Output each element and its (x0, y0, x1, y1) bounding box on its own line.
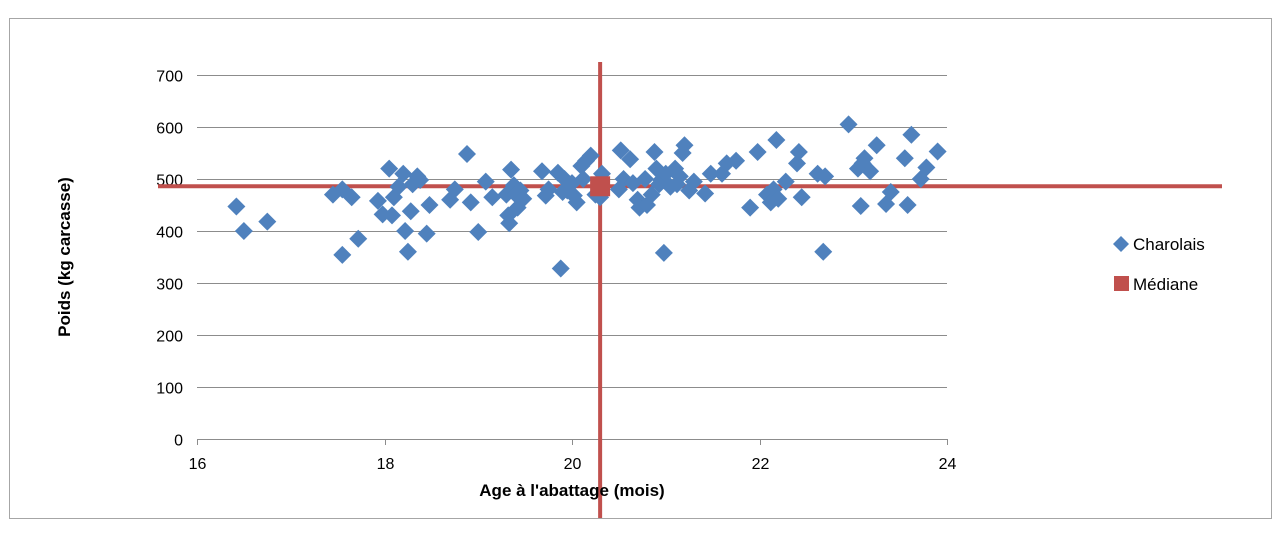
point-charolais-58 (611, 141, 630, 160)
y-tick-label-400: 400 (156, 225, 183, 242)
point-mediane-0 (590, 176, 611, 197)
point-charolais-85 (727, 151, 746, 170)
point-charolais-87 (748, 142, 767, 161)
point-charolais-1 (234, 222, 253, 240)
point-charolais-11 (383, 206, 401, 225)
point-charolais-43 (551, 259, 570, 278)
legend-item-mediane: Médiane (1114, 275, 1198, 294)
legend-item-charolais: Charolais (1113, 235, 1205, 254)
point-charolais-20 (411, 171, 430, 190)
point-charolais-104 (855, 149, 874, 168)
point-charolais-111 (902, 125, 921, 144)
point-charolais-94 (788, 154, 806, 173)
legend-label-charolais: Charolais (1133, 235, 1205, 254)
legend: Charolais Médiane (1113, 235, 1205, 294)
chart-frame (9, 18, 1272, 519)
legend-diamond-icon (1113, 236, 1129, 252)
point-charolais-5 (333, 245, 352, 264)
point-charolais-109 (895, 149, 914, 168)
y-tick-label-300: 300 (156, 277, 183, 294)
point-charolais-10 (380, 159, 399, 178)
point-charolais-102 (851, 197, 870, 216)
point-charolais-53 (581, 146, 600, 165)
y-axis-title: Poids (kg carcasse) (55, 177, 74, 337)
point-charolais-95 (789, 142, 808, 161)
x-tick-labels: 16 18 20 22 24 (189, 456, 957, 473)
point-charolais-14 (394, 164, 413, 183)
x-tick-label-18: 18 (377, 456, 395, 473)
legend-label-mediane: Médiane (1133, 275, 1198, 294)
point-charolais-78 (675, 136, 694, 155)
point-charolais-2 (258, 212, 277, 231)
point-charolais-80 (684, 172, 703, 191)
point-charolais-29 (483, 188, 502, 207)
axes (197, 439, 948, 445)
point-charolais-106 (867, 136, 886, 155)
point-charolais-100 (839, 115, 858, 134)
y-tick-label-200: 200 (156, 329, 183, 346)
point-charolais-51 (574, 170, 593, 188)
y-tick-label-700: 700 (156, 69, 183, 86)
point-charolais-49 (567, 193, 586, 212)
x-tick-label-16: 16 (189, 456, 207, 473)
point-charolais-60 (621, 150, 640, 169)
point-charolais-99 (816, 167, 835, 186)
point-charolais-15 (396, 222, 415, 240)
x-axis-title: Age à l'abattage (mois) (479, 481, 664, 500)
point-charolais-22 (420, 196, 439, 214)
point-charolais-26 (461, 193, 480, 212)
point-charolais-41 (539, 180, 558, 199)
point-charolais-96 (792, 188, 811, 207)
point-charolais-28 (476, 172, 495, 191)
point-charolais-93 (776, 172, 795, 191)
point-charolais-25 (458, 145, 476, 164)
point-charolais-27 (469, 223, 488, 242)
point-charolais-91 (767, 131, 786, 149)
point-charolais-71 (654, 243, 673, 262)
x-tick-label-20: 20 (564, 456, 582, 473)
point-charolais-33 (502, 160, 521, 179)
y-tick-label-0: 0 (174, 433, 183, 450)
point-charolais-105 (861, 162, 880, 181)
y-tick-label-600: 600 (156, 121, 183, 138)
point-charolais-113 (917, 158, 936, 177)
point-charolais-82 (701, 164, 720, 183)
point-charolais-114 (928, 142, 947, 161)
x-tick-label-24: 24 (939, 456, 957, 473)
point-charolais-0 (227, 197, 246, 216)
point-charolais-64 (636, 170, 655, 188)
legend-square-icon (1114, 276, 1129, 291)
point-charolais-16 (398, 242, 417, 261)
point-charolais-21 (417, 224, 436, 243)
x-tick-label-22: 22 (752, 456, 770, 473)
point-charolais-81 (696, 184, 715, 203)
point-charolais-7 (349, 229, 368, 248)
point-charolais-8 (368, 191, 387, 210)
point-charolais-76 (670, 167, 689, 186)
point-charolais-92 (769, 189, 788, 208)
point-charolais-39 (533, 162, 551, 181)
point-charolais-86 (741, 198, 760, 217)
point-charolais-24 (445, 180, 464, 199)
y-tick-label-100: 100 (156, 381, 183, 398)
point-charolais-98 (814, 242, 833, 261)
point-charolais-17 (401, 202, 420, 221)
point-charolais-67 (645, 142, 664, 161)
data-points (227, 115, 947, 278)
point-charolais-32 (500, 214, 519, 233)
point-charolais-108 (881, 183, 900, 201)
point-charolais-110 (898, 196, 917, 214)
point-charolais-6 (342, 188, 361, 207)
point-charolais-38 (514, 189, 533, 208)
